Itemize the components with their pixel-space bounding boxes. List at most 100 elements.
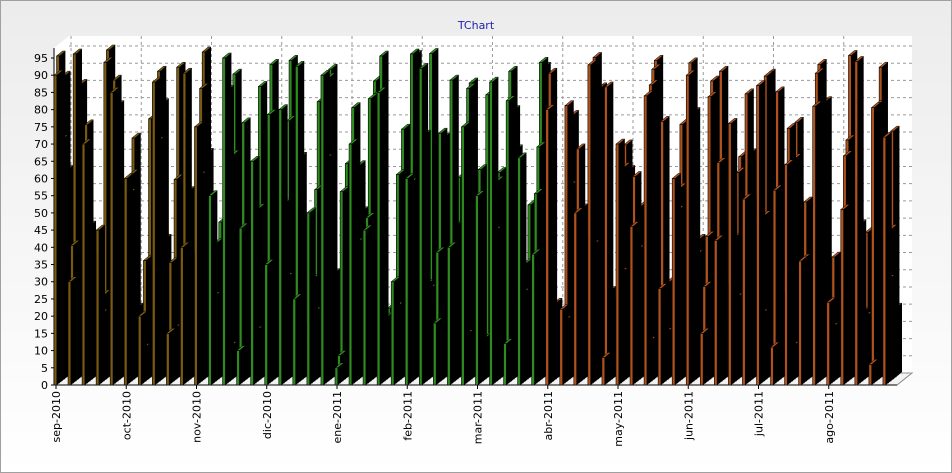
bar-side bbox=[337, 362, 344, 385]
bar-side bbox=[342, 186, 349, 381]
bar bbox=[194, 126, 198, 386]
bar bbox=[123, 178, 128, 386]
bar bbox=[784, 164, 788, 386]
bar bbox=[348, 143, 353, 386]
bar-side bbox=[70, 276, 77, 385]
bar-side bbox=[239, 345, 246, 385]
bar-side bbox=[450, 242, 457, 385]
bar bbox=[812, 105, 816, 386]
bar-side bbox=[675, 173, 682, 385]
bar-side bbox=[197, 121, 204, 385]
bar-side bbox=[408, 173, 415, 385]
bar-side bbox=[478, 190, 485, 385]
bar bbox=[868, 364, 873, 386]
bar bbox=[334, 367, 339, 386]
bar-side bbox=[815, 101, 822, 385]
bar-side bbox=[874, 102, 881, 383]
bar-side bbox=[618, 139, 625, 385]
bar-side bbox=[506, 338, 513, 385]
bar bbox=[404, 178, 409, 386]
bar-side bbox=[225, 53, 232, 385]
bar-side bbox=[731, 118, 738, 386]
bar-side bbox=[534, 249, 541, 385]
bar bbox=[433, 322, 437, 386]
bar-side bbox=[773, 342, 780, 385]
y-tick-label: 75 bbox=[34, 121, 48, 134]
bar bbox=[629, 226, 634, 386]
bar bbox=[278, 109, 282, 386]
bar-side bbox=[787, 159, 794, 385]
bar-side bbox=[703, 328, 710, 385]
bar bbox=[770, 346, 774, 386]
bar bbox=[250, 160, 254, 386]
y-tick-label: 80 bbox=[34, 104, 48, 117]
bar bbox=[489, 81, 493, 386]
bar-side bbox=[422, 63, 429, 385]
bar-side bbox=[652, 79, 659, 382]
x-tick-label: ago-2011 bbox=[823, 391, 836, 444]
bar bbox=[222, 57, 226, 386]
bar bbox=[376, 92, 381, 386]
x-tick-label: jun-2011 bbox=[682, 391, 695, 441]
y-tick-label: 85 bbox=[34, 86, 48, 99]
bar-side bbox=[183, 242, 190, 385]
bar bbox=[798, 260, 802, 386]
bar bbox=[699, 333, 704, 386]
bar-side bbox=[745, 194, 752, 385]
bar bbox=[671, 178, 676, 386]
bar bbox=[714, 240, 718, 386]
bar-side bbox=[632, 221, 639, 385]
bar bbox=[81, 143, 86, 386]
bar-side bbox=[607, 81, 614, 384]
bar-side bbox=[604, 352, 611, 385]
y-tick-label: 40 bbox=[34, 241, 48, 254]
bar bbox=[756, 85, 760, 386]
bar-side bbox=[801, 256, 808, 385]
bar bbox=[208, 195, 212, 386]
bar bbox=[882, 136, 887, 386]
x-tick-label: sep-2010 bbox=[50, 391, 63, 442]
y-tick-label: 30 bbox=[34, 276, 48, 289]
bar bbox=[531, 253, 535, 386]
bar-side bbox=[843, 204, 850, 385]
y-tick-label: 60 bbox=[34, 172, 48, 185]
x-tick-label: dic-2010 bbox=[261, 391, 274, 439]
bar bbox=[320, 74, 325, 386]
x-tick-label: abr-2011 bbox=[542, 391, 555, 441]
bar-side bbox=[492, 77, 499, 386]
bar-side bbox=[394, 276, 401, 385]
bar-side bbox=[127, 173, 134, 385]
bar bbox=[587, 64, 592, 386]
bar-side bbox=[379, 87, 386, 385]
bar-side bbox=[98, 225, 105, 385]
bar bbox=[362, 229, 367, 386]
bar bbox=[573, 212, 577, 386]
bar-side bbox=[436, 318, 443, 385]
bar-side bbox=[233, 150, 240, 379]
bar-side bbox=[267, 259, 274, 385]
bar bbox=[604, 86, 608, 384]
bar-side bbox=[211, 190, 218, 385]
y-tick-label: 15 bbox=[34, 327, 48, 340]
bar-side bbox=[84, 139, 91, 385]
bar-side bbox=[141, 311, 148, 385]
bar-side bbox=[169, 328, 176, 385]
bar-side bbox=[469, 83, 476, 381]
bar bbox=[166, 333, 170, 386]
x-tick-label: may-2011 bbox=[612, 391, 625, 447]
y-tick-label: 45 bbox=[34, 224, 48, 237]
bar bbox=[559, 308, 563, 386]
bar-side bbox=[775, 185, 782, 383]
bar bbox=[742, 198, 746, 386]
bar bbox=[545, 109, 549, 386]
y-tick-label: 0 bbox=[41, 379, 48, 392]
bar-side bbox=[567, 100, 574, 381]
bar-side bbox=[113, 87, 120, 385]
bar bbox=[95, 229, 100, 386]
bar-side bbox=[548, 104, 555, 385]
bar bbox=[264, 264, 268, 386]
bar-side bbox=[660, 283, 667, 385]
chart-title: TChart bbox=[457, 19, 495, 32]
bar-side bbox=[508, 95, 515, 383]
